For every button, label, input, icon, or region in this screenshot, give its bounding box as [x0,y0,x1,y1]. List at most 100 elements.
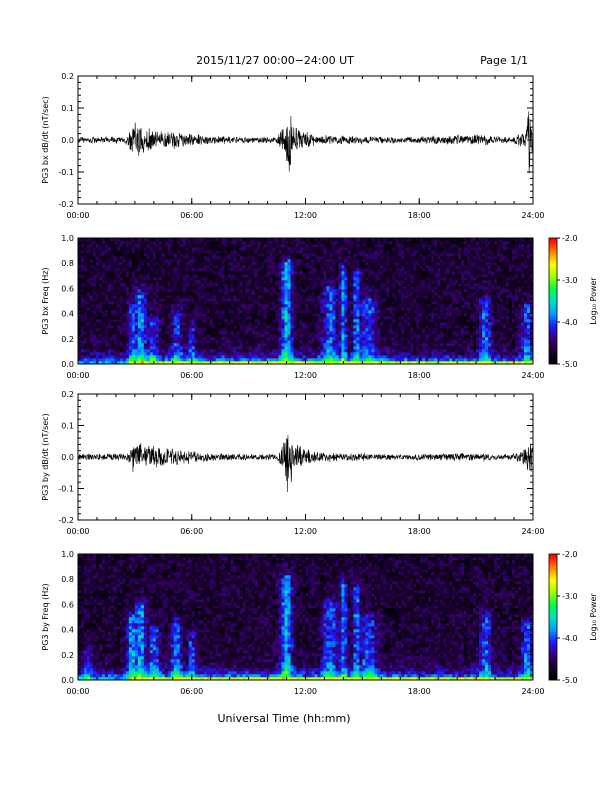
heatmap-cell [110,283,115,287]
heatmap-cell [239,301,243,305]
heatmap-cell [377,337,381,341]
heatmap-cell [302,265,306,269]
heatmap-cell [86,322,91,326]
heatmap-cell [119,331,124,335]
heatmap-cell [407,358,411,362]
heatmap-cell [155,310,160,314]
heatmap-cell [146,334,151,338]
heatmap-cell [314,292,318,296]
heatmap-cell [425,343,429,347]
heatmap-cell [326,313,330,317]
heatmap-cell [299,244,303,248]
heatmap-cell [149,283,154,287]
heatmap-cell [92,244,97,248]
heatmap-cell [299,346,303,350]
heatmap-cell [365,271,369,275]
heatmap-cell [329,298,333,302]
heatmap-cell [185,262,190,266]
heatmap-cell [122,250,127,254]
heatmap-cell [257,349,261,353]
heatmap-cell [392,280,396,284]
heatmap-cell [293,337,297,341]
heatmap-cell [401,313,405,317]
heatmap-cell [146,352,151,356]
heatmap-cell [275,286,279,290]
heatmap-cell [254,271,258,275]
heatmap-cell [137,352,142,356]
heatmap-cell [158,349,163,353]
heatmap-cell [407,238,411,242]
heatmap-cell [236,304,240,308]
heatmap-cell [146,274,151,278]
heatmap-cell [167,313,172,317]
heatmap-cell [134,271,139,275]
heatmap-cell [341,301,345,305]
heatmap-cell [260,244,264,248]
heatmap-cell [245,313,249,317]
heatmap-cell [98,259,103,263]
heatmap-cell [392,310,396,314]
heatmap-cell [377,271,381,275]
heatmap-cell [203,274,208,278]
heatmap-cell [167,334,172,338]
heatmap-cell [350,352,354,356]
heatmap-cell [104,271,109,275]
heatmap-cell [182,310,187,314]
heatmap-cell [149,325,154,329]
heatmap-cell [407,310,411,314]
heatmap-cell [269,334,273,338]
heatmap-cell [356,313,360,317]
heatmap-cell [383,334,387,338]
heatmap-cell [260,256,264,260]
heatmap-cell [365,325,369,329]
heatmap-cell [191,325,196,329]
heatmap-cell [350,265,354,269]
heatmap-cell [197,271,202,275]
heatmap-cell [104,325,109,329]
heatmap-cell [101,268,106,272]
heatmap-cell [413,262,417,266]
heatmap-cell [266,289,270,293]
heatmap-cell [197,295,202,299]
heatmap-cell [266,280,270,284]
heatmap-cell [200,316,205,320]
heatmap-cell [134,283,139,287]
heatmap-cell [173,352,178,356]
heatmap-cell [152,319,157,323]
heatmap-cell [383,307,387,311]
heatmap-cell [152,253,157,257]
heatmap-cell [128,331,133,335]
heatmap-cell [311,316,315,320]
heatmap-cell [344,361,348,365]
heatmap-cell [398,265,402,269]
heatmap-cell [170,340,175,344]
heatmap-cell [329,238,333,242]
heatmap-cell [341,292,345,296]
heatmap-cell [413,286,417,290]
heatmap-cell [173,286,178,290]
heatmap-cell [260,319,264,323]
heatmap-cell [371,337,375,341]
heatmap-cell [326,262,330,266]
heatmap-cell [332,349,336,353]
heatmap-cell [392,274,396,278]
heatmap-cell [272,256,276,260]
heatmap-cell [173,301,178,305]
heatmap-cell [380,295,384,299]
heatmap-cell [80,292,85,296]
heatmap-cell [368,286,372,290]
heatmap-cell [407,343,411,347]
heatmap-cell [320,313,324,317]
heatmap-cell [206,268,211,272]
heatmap-cell [176,355,181,359]
heatmap-cell [377,325,381,329]
heatmap-cell [383,325,387,329]
heatmap-cell [92,265,97,269]
heatmap-cell [167,253,172,257]
heatmap-cell [104,301,109,305]
heatmap-cell [326,319,330,323]
heatmap-cell [422,244,426,248]
heatmap-cell [164,298,169,302]
heatmap-cell [401,307,405,311]
heatmap-cell [251,253,255,257]
